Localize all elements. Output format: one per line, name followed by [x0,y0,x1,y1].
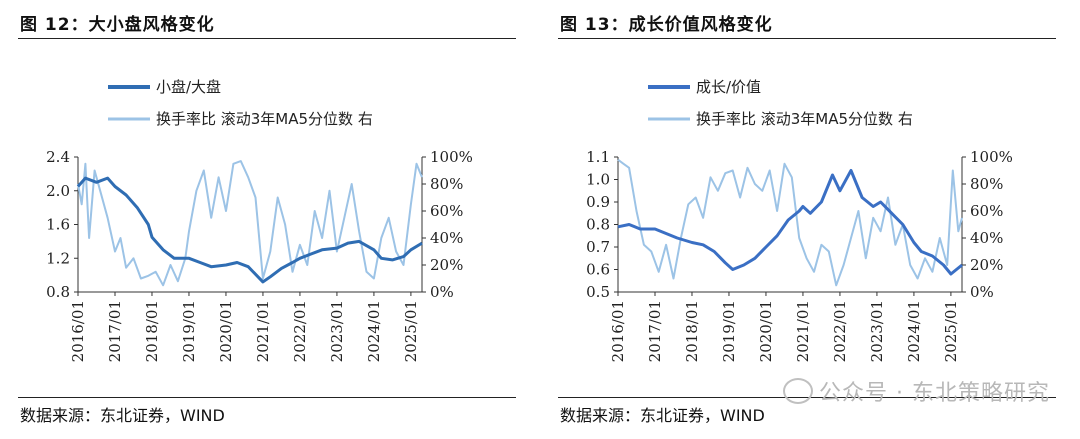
x-tick-label: 2024/01 [365,300,383,362]
x-tick-label: 2020/01 [217,300,235,362]
right-tick-label: 100% [430,148,473,166]
series-line-turnover [77,160,423,287]
panel-growth-value-style: 图 13：成长价值风格变化 成长/价值换手率比 滚动3年MA5分位数 右 0.5 0… [540,0,1080,439]
left-tick-label: 2.0 [46,182,70,200]
right-tick-label: 20% [970,256,1003,274]
left-tick-label: 0.5 [586,283,610,301]
right-tick-label: 100% [970,148,1013,166]
right-tick-label: 0% [970,283,994,301]
x-tick-label: 2016/01 [609,300,627,362]
x-tick-label: 2018/01 [683,300,701,362]
left-tick-label: 0.8 [586,216,610,234]
x-tick-label: 2025/01 [942,300,960,362]
series-line-ratio [617,169,963,276]
top-rule [18,38,516,39]
right-tick-label: 20% [430,256,463,274]
right-tick-label: 60% [970,202,1003,220]
top-rule [558,38,1056,39]
left-tick-label: 2.4 [46,148,70,166]
left-tick-label: 0.9 [586,193,610,211]
source-note: 数据来源：东北证券，WIND [20,406,225,425]
right-tick-label: 80% [430,175,463,193]
x-tick-label: 2022/01 [291,300,309,362]
watermark: 公众号 · 东北策略研究 [783,375,1050,407]
left-tick-label: 1.0 [586,171,610,189]
wechat-icon [783,378,814,404]
x-tick-label: 2016/01 [69,300,87,362]
x-tick-label: 2024/01 [905,300,923,362]
bottom-rule [18,397,516,398]
x-tick-label: 2022/01 [831,300,849,362]
figure-title: 图 12：大小盘风格变化 [20,15,215,35]
x-tick-label: 2021/01 [794,300,812,362]
series-line-turnover [617,158,963,287]
watermark-text: 公众号 · 东北策略研究 [819,381,1050,406]
left-tick-label: 1.2 [46,249,70,267]
x-tick-label: 2020/01 [757,300,775,362]
right-tick-label: 40% [970,229,1003,247]
left-tick-label: 1.6 [46,216,70,234]
legend-label-1: 小盘/大盘 [156,78,221,96]
x-tick-label: 2017/01 [106,300,124,362]
left-tick-label: 0.6 [586,261,610,279]
source-note: 数据来源：东北证券，WIND [560,406,765,425]
x-tick-label: 2023/01 [328,300,346,362]
left-tick-label: 0.7 [586,238,610,256]
right-tick-label: 80% [970,175,1003,193]
series-line-ratio [76,176,423,284]
right-tick-label: 60% [430,202,463,220]
x-tick-label: 2018/01 [143,300,161,362]
x-tick-label: 2019/01 [180,300,198,362]
legend-label-2: 换手率比 滚动3年MA5分位数 右 [696,110,913,128]
x-tick-label: 2017/01 [646,300,664,362]
panel-size-style: 图 12：大小盘风格变化 小盘/大盘换手率比 滚动3年MA5分位数 右 0.8 1.… [18,15,516,425]
figure-title: 图 13：成长价值风格变化 [560,15,773,35]
legend-label-1: 成长/价值 [696,78,761,96]
x-tick-label: 2021/01 [254,300,272,362]
left-tick-label: 0.8 [46,283,70,301]
x-tick-label: 2025/01 [402,300,420,362]
right-tick-label: 40% [430,229,463,247]
left-tick-label: 1.1 [586,148,610,166]
right-tick-label: 0% [430,283,454,301]
legend-label-2: 换手率比 滚动3年MA5分位数 右 [156,110,373,128]
x-tick-label: 2019/01 [720,300,738,362]
x-tick-label: 2023/01 [868,300,886,362]
